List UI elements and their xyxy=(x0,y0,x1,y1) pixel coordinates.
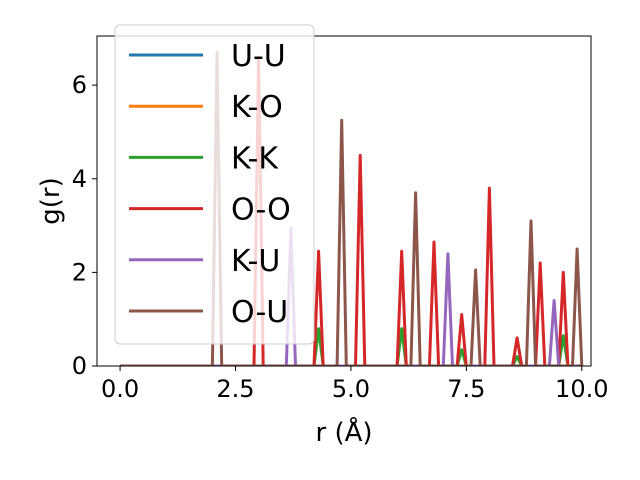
x-axis-ticks: 0.0 2.5 5.0 7.5 10.0 xyxy=(101,366,608,403)
legend-label: K-O xyxy=(231,90,283,125)
plot-frame xyxy=(96,35,592,367)
y-tick-label: 4 xyxy=(72,165,87,193)
y-tick-label: 0 xyxy=(72,352,87,380)
y-tick-label: 6 xyxy=(72,71,87,99)
y-axis-label: g(r) xyxy=(36,177,66,224)
x-tick-label: 2.5 xyxy=(216,375,254,403)
x-axis-label: r (Å) xyxy=(315,416,372,448)
x-tick-label: 7.5 xyxy=(447,375,485,403)
x-tick-label: 0.0 xyxy=(101,375,139,403)
legend-label: O-O xyxy=(231,193,291,228)
x-tick-label: 5.0 xyxy=(332,375,370,403)
legend-label: U-U xyxy=(231,39,286,74)
series-line-o-o xyxy=(120,55,578,366)
legend: U-U K-O K-K O-O K-U O-U xyxy=(114,24,315,345)
legend-label: O-U xyxy=(231,295,288,330)
legend-label: K-K xyxy=(231,141,279,176)
legend-label: K-U xyxy=(231,244,280,279)
y-axis-ticks: 0 2 4 6 xyxy=(72,71,97,380)
x-tick-label: 10.0 xyxy=(555,375,608,403)
y-tick-label: 2 xyxy=(72,258,87,286)
